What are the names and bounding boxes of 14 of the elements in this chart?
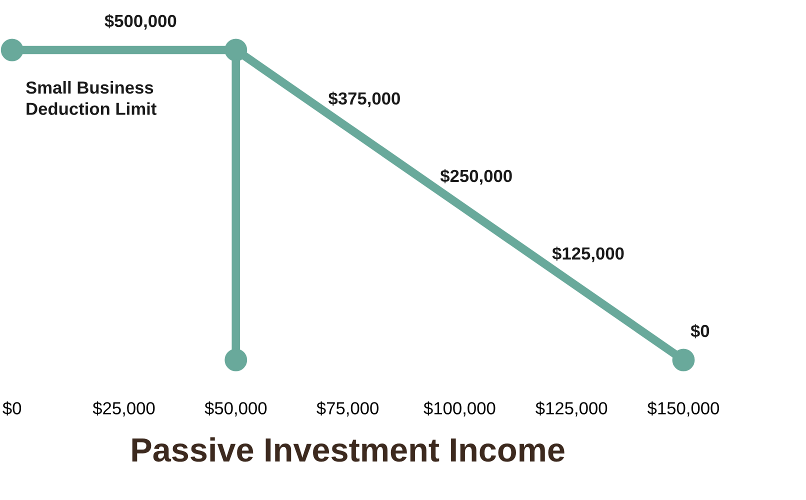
data-label: $375,000 <box>328 92 400 108</box>
data-label: $250,000 <box>440 169 512 185</box>
x-axis-title: Passive Investment Income <box>132 437 564 462</box>
x-tick-label: $125,000 <box>536 401 608 416</box>
data-label: $0 <box>690 324 710 338</box>
data-label: $500,000 <box>104 14 176 30</box>
x-tick-label: $0 <box>2 401 22 416</box>
x-tick-label: $25,000 <box>92 401 155 416</box>
x-tick-label: $100,000 <box>424 401 496 416</box>
data-label: $125,000 <box>552 246 624 262</box>
x-tick-label: $150,000 <box>647 401 720 416</box>
x-tick-label: $50,000 <box>204 401 267 416</box>
annotation: Small Business Deduction Limit <box>26 81 156 115</box>
x-tick-label: $75,000 <box>316 401 378 416</box>
